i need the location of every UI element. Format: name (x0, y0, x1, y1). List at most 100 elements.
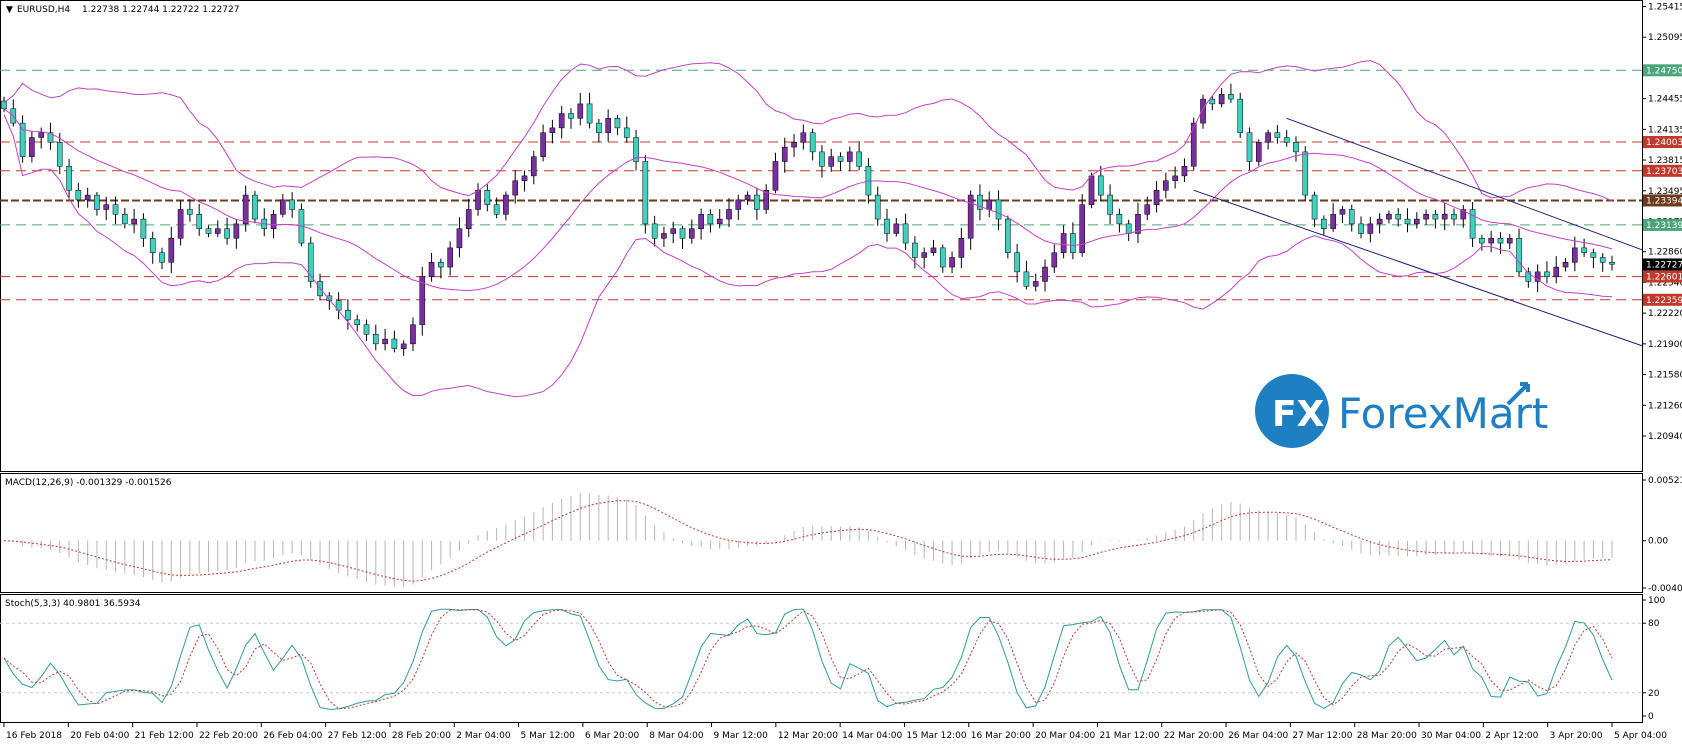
candle-body (939, 247, 946, 268)
candle-body (1209, 98, 1216, 105)
time-tick-label: 27 Feb 12:00 (328, 731, 387, 741)
stoch-signal-line (3, 609, 1613, 710)
price-tick-label: 1.21260 (1648, 401, 1682, 411)
channel-lower-line (1193, 189, 1643, 347)
candle-body (642, 161, 649, 225)
stoch-tick-label: 20 (1648, 689, 1660, 699)
candle-body (1441, 214, 1448, 220)
macd-tick-label: -0.004065 (1648, 584, 1682, 594)
candle-body (568, 113, 574, 119)
candle-body (1590, 252, 1597, 258)
candle-body (1255, 142, 1262, 162)
candle-body (930, 247, 937, 253)
candle-body (372, 334, 379, 345)
candle-body (289, 199, 295, 210)
candle-body (1107, 194, 1113, 215)
candle-body (1246, 132, 1253, 162)
candle-body (893, 223, 900, 234)
candle-body (1200, 98, 1206, 124)
level-badge-label: 1.24003 (1646, 138, 1682, 148)
stoch-main-line (3, 608, 1613, 710)
time-tick-label: 26 Mar 04:00 (1228, 731, 1288, 741)
candle-body (214, 228, 221, 234)
time-tick-label: 20 Feb 04:00 (70, 731, 129, 741)
time-tick-label: 6 Mar 20:00 (585, 731, 640, 741)
candle-body (781, 146, 788, 162)
price-tick-label: 1.22540 (1648, 278, 1682, 288)
candle-body (1516, 238, 1522, 273)
candle-body (503, 194, 509, 215)
candle-body (1144, 204, 1151, 215)
price-tick-label: 1.20940 (1648, 432, 1682, 442)
stoch-pane (0, 594, 1643, 723)
candle-body (391, 338, 398, 349)
candle-body (512, 180, 519, 196)
candle-body (530, 156, 537, 177)
candle-body (633, 137, 639, 162)
candle-body (447, 247, 453, 268)
candle-body (828, 156, 835, 167)
current-price-label: 1.22727 (1646, 260, 1682, 270)
candle-body (1005, 218, 1011, 253)
candle-body (1283, 137, 1290, 143)
time-tick-label: 8 Mar 04:00 (649, 731, 704, 741)
price-tick-label: 1.23815 (1648, 156, 1682, 166)
candle-body (1358, 223, 1364, 234)
price-tick-label: 1.23495 (1648, 187, 1682, 197)
time-tick-label: 21 Mar 12:00 (1099, 731, 1159, 741)
time-tick-label: 30 Mar 04:00 (1421, 731, 1481, 741)
symbol-label: EURUSD,H4 (17, 5, 70, 15)
axis-layer: 1.254151.250951.247651.244551.241351.238… (3, 2, 1682, 741)
time-tick-label: 5 Mar 12:00 (521, 731, 576, 741)
candle-body (56, 142, 63, 167)
candle-body (1432, 214, 1439, 220)
candle-body (1302, 151, 1309, 196)
stoch-title: Stoch(5,3,3) 40.9801 36.5934 (5, 599, 141, 609)
candle-body (1125, 223, 1132, 234)
channel-upper-line (1286, 117, 1643, 251)
candle-body (679, 228, 686, 239)
candle-body (1506, 238, 1513, 244)
candle-body (605, 118, 611, 133)
candle-body (856, 151, 862, 167)
candle-body (419, 276, 426, 325)
candle-body (484, 190, 491, 205)
candle-body (280, 199, 286, 215)
candle-body (1274, 132, 1281, 138)
candle-body (19, 122, 26, 157)
candle-body (1460, 209, 1467, 220)
candle-body (456, 228, 463, 249)
time-tick-label: 22 Mar 20:00 (1164, 731, 1224, 741)
candle-body (949, 257, 955, 268)
candle-body (800, 132, 807, 143)
candle-body (1488, 238, 1494, 244)
level-badge-label: 1.23703 (1646, 167, 1682, 177)
candle-body (1479, 238, 1485, 244)
candle-body (689, 228, 695, 239)
candle-body (252, 194, 258, 220)
candle-body (363, 324, 370, 335)
candle-body (1265, 132, 1271, 143)
price-tick-label: 1.22860 (1648, 248, 1682, 258)
candle-body (326, 295, 333, 301)
candle-body (1070, 233, 1076, 253)
candle-body (596, 122, 602, 133)
price-layer (0, 60, 1643, 398)
candle-body (1321, 218, 1327, 229)
candle-body (1414, 218, 1420, 225)
candle-body (1544, 271, 1550, 277)
candle-body (1386, 214, 1392, 220)
macd-tick-label: 0.005219 (1648, 476, 1682, 486)
candle-body (233, 223, 240, 239)
time-tick-label: 14 Mar 04:00 (842, 731, 902, 741)
candle-body (967, 194, 974, 239)
stoch-tick-label: 80 (1648, 619, 1660, 629)
candle-body (1395, 214, 1402, 220)
candle-body (1163, 180, 1169, 191)
level-badge-label: 1.22601 (1646, 273, 1682, 283)
dropdown-arrow-icon[interactable]: ▼ (6, 5, 13, 15)
price-tick-label: 1.24135 (1648, 125, 1682, 135)
macd-layer (3, 493, 1613, 587)
